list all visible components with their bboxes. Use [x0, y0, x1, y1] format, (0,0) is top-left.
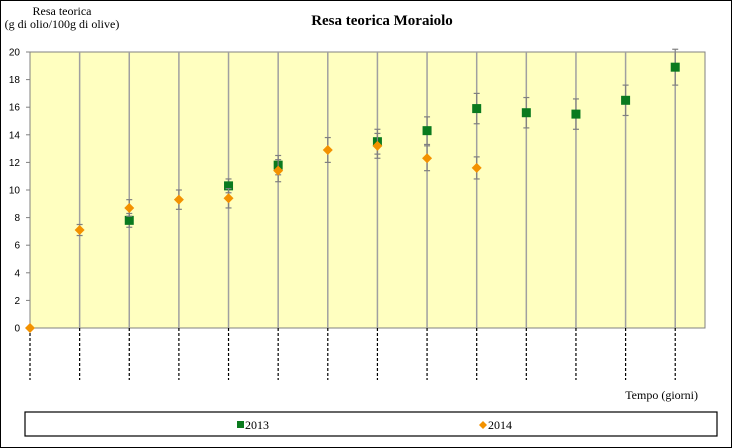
y-axis-label-line-1: Resa teorica	[33, 4, 93, 18]
y-tick-label: 6	[14, 241, 20, 252]
point-2013	[224, 181, 234, 191]
point-2014	[422, 153, 433, 164]
point-2014	[223, 193, 234, 204]
y-axis-ticks: 0 2 4 6 8 10 12 14 16 18 20	[9, 48, 30, 335]
y-tick-label: 4	[14, 268, 20, 279]
point-2014	[25, 323, 35, 333]
point-2013	[422, 126, 432, 136]
point-2014	[124, 202, 135, 213]
chart-title: Resa teorica Moraiolo	[311, 13, 453, 29]
point-2013	[124, 215, 134, 225]
y-axis-label-line-2: (g di olio/100g di olive)	[5, 17, 120, 31]
legend-label-2014: 2014	[488, 418, 512, 432]
y-tick-label: 8	[14, 213, 20, 224]
point-2014	[74, 225, 85, 236]
y-tick-label: 12	[9, 158, 21, 169]
point-2013	[621, 95, 631, 105]
plot-area	[29, 51, 706, 329]
y-tick-label: 18	[9, 75, 21, 86]
point-2014	[273, 165, 284, 176]
legend-marker-2014	[479, 421, 487, 429]
y-tick-label: 14	[9, 130, 21, 141]
point-2013	[521, 108, 531, 118]
point-2013	[571, 109, 581, 119]
point-2014	[173, 194, 184, 205]
point-2014	[372, 140, 383, 151]
y-tick-label: 16	[9, 103, 21, 114]
legend-marker-2013	[237, 421, 244, 428]
legend-label-2013: 2013	[245, 418, 269, 432]
y-tick-label: 0	[14, 324, 20, 335]
point-2014	[322, 144, 333, 155]
x-axis-ticks	[29, 328, 676, 380]
point-2014	[471, 162, 482, 173]
legend-box	[24, 411, 718, 437]
x-axis-label: Tempo (giorni)	[625, 388, 698, 402]
series-marks	[25, 48, 680, 333]
point-2013	[670, 62, 680, 72]
y-tick-label: 10	[9, 186, 21, 197]
y-tick-label: 20	[9, 48, 21, 59]
point-2013	[472, 104, 482, 114]
y-tick-label: 2	[14, 296, 20, 307]
